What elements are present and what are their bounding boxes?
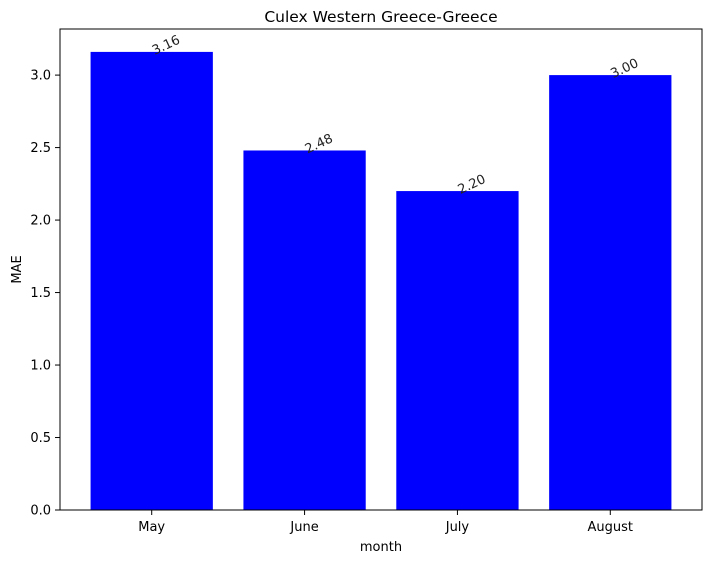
y-tick-label: 2.0 bbox=[30, 214, 51, 229]
bar-july bbox=[396, 191, 519, 510]
bar-august bbox=[549, 75, 672, 510]
x-tick-label: May bbox=[138, 520, 165, 535]
x-tick-label: July bbox=[445, 520, 470, 535]
x-tick-label: August bbox=[588, 520, 634, 535]
y-tick-label: 1.5 bbox=[30, 286, 51, 301]
y-tick-label: 1.0 bbox=[30, 359, 51, 374]
bars-layer: 3.162.482.203.00 bbox=[90, 33, 672, 511]
x-axis: May June July August bbox=[138, 510, 633, 535]
plot-frame bbox=[59, 28, 703, 511]
y-tick-label: 0.0 bbox=[30, 504, 51, 519]
x-tick-label: June bbox=[289, 520, 318, 535]
y-tick-label: 0.5 bbox=[30, 431, 51, 446]
y-axis-label: MAE bbox=[10, 255, 25, 283]
y-tick-label: 2.5 bbox=[30, 141, 51, 156]
y-axis: 0.0 0.5 1.0 1.5 2.0 2.5 3.0 bbox=[30, 69, 60, 519]
chart-title: Culex Western Greece-Greece bbox=[264, 8, 497, 26]
x-axis-label: month bbox=[360, 540, 402, 555]
bar-may bbox=[90, 51, 213, 511]
y-tick-label: 3.0 bbox=[30, 69, 51, 84]
bar-june bbox=[243, 150, 366, 511]
